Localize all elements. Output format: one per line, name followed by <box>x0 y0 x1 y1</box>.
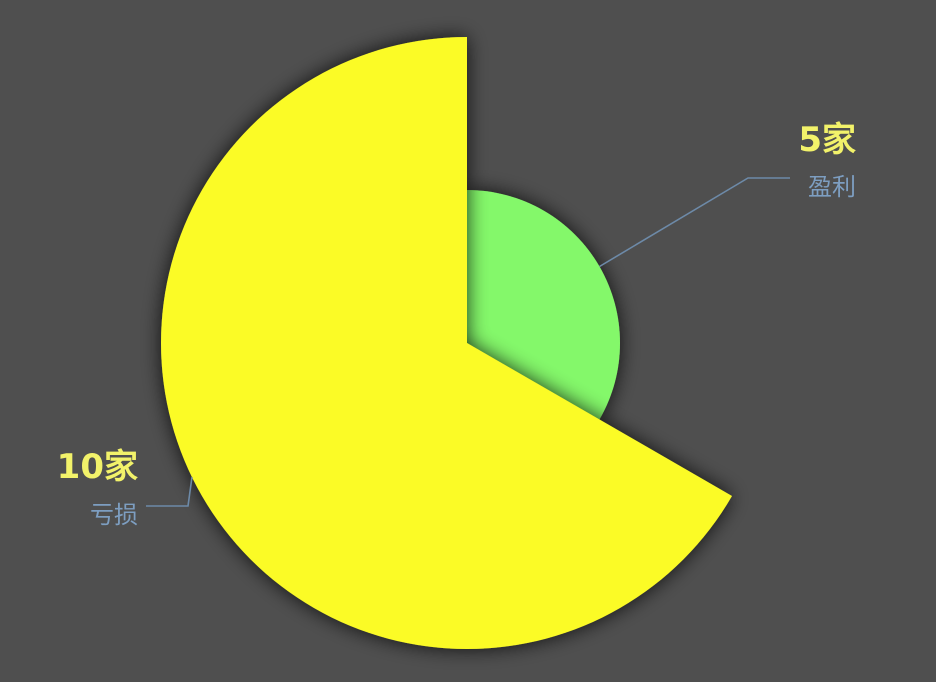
leader-line-2 <box>146 477 193 507</box>
leader-line-1 <box>599 177 790 268</box>
pie-slice-1[interactable] <box>467 190 620 420</box>
slice-name-label-1: 盈利 <box>808 173 856 201</box>
slice-value-label-2: 10家 <box>57 447 138 487</box>
slice-value-label-1: 5家 <box>798 120 856 160</box>
pie-slice-2[interactable] <box>160 37 733 649</box>
slices-layer <box>160 37 733 649</box>
slice-name-label-2: 亏损 <box>90 501 138 529</box>
